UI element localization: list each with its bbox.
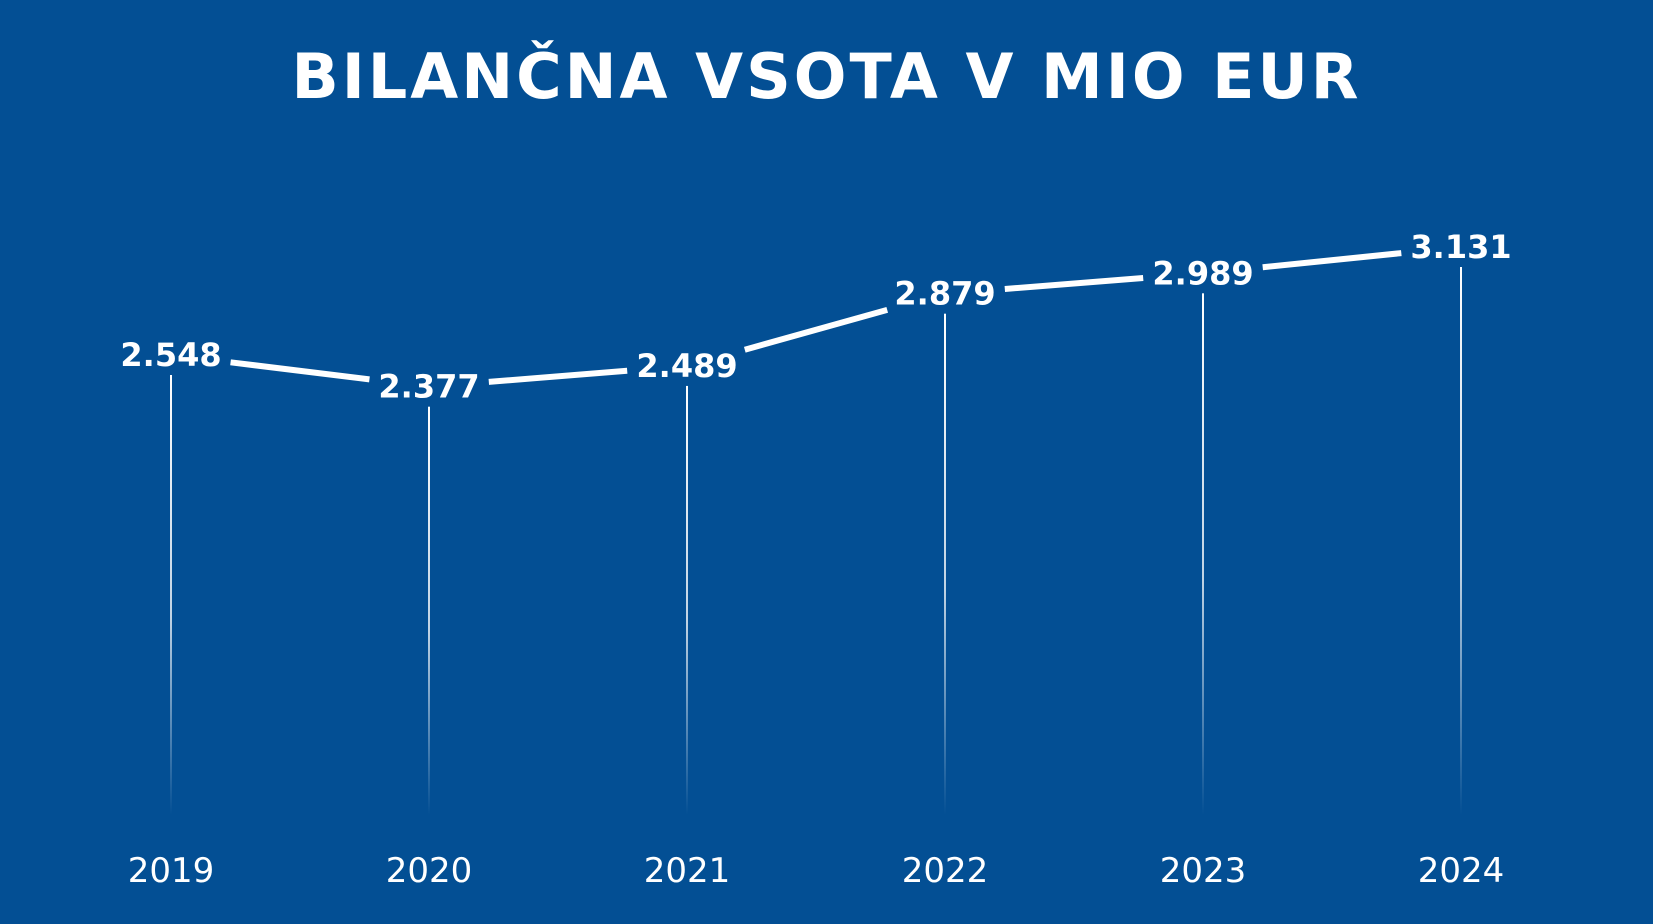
line-segment-2021-2022	[743, 306, 889, 353]
line-segment-2020-2021	[488, 367, 628, 385]
line-segment-2019-2020	[230, 359, 370, 383]
data-label-2021: 2.489	[636, 347, 737, 385]
drop-line-2019	[170, 375, 172, 815]
x-tick-label-2021: 2021	[644, 851, 731, 891]
line-segment-2022-2023	[1004, 275, 1144, 292]
data-label-2024: 3.131	[1410, 228, 1511, 266]
series-line	[230, 250, 1402, 385]
x-axis-tick-labels: 2019 2020 2021 2022 2023 2024	[128, 851, 1505, 891]
drop-line-2023	[1202, 293, 1204, 816]
drop-lines	[170, 267, 1462, 816]
drop-line-2020	[428, 406, 430, 815]
x-tick-label-2024: 2024	[1418, 851, 1505, 891]
x-tick-label-2023: 2023	[1160, 851, 1247, 891]
chart-title: BILANČNA VSOTA V MIO EUR	[291, 40, 1362, 113]
line-segment-2023-2024	[1262, 250, 1402, 271]
x-tick-label-2019: 2019	[128, 851, 215, 891]
data-label-2020: 2.377	[378, 368, 479, 406]
x-tick-label-2020: 2020	[386, 851, 473, 891]
data-label-2022: 2.879	[894, 275, 995, 313]
value-labels: 2.548 2.377 2.489 2.879 2.989 3.131	[120, 228, 1511, 406]
drop-line-2022	[944, 313, 946, 815]
data-label-2023: 2.989	[1152, 254, 1253, 292]
drop-line-2021	[686, 385, 688, 815]
data-label-2019: 2.548	[120, 336, 221, 374]
drop-line-2024	[1460, 267, 1462, 815]
x-tick-label-2022: 2022	[902, 851, 989, 891]
